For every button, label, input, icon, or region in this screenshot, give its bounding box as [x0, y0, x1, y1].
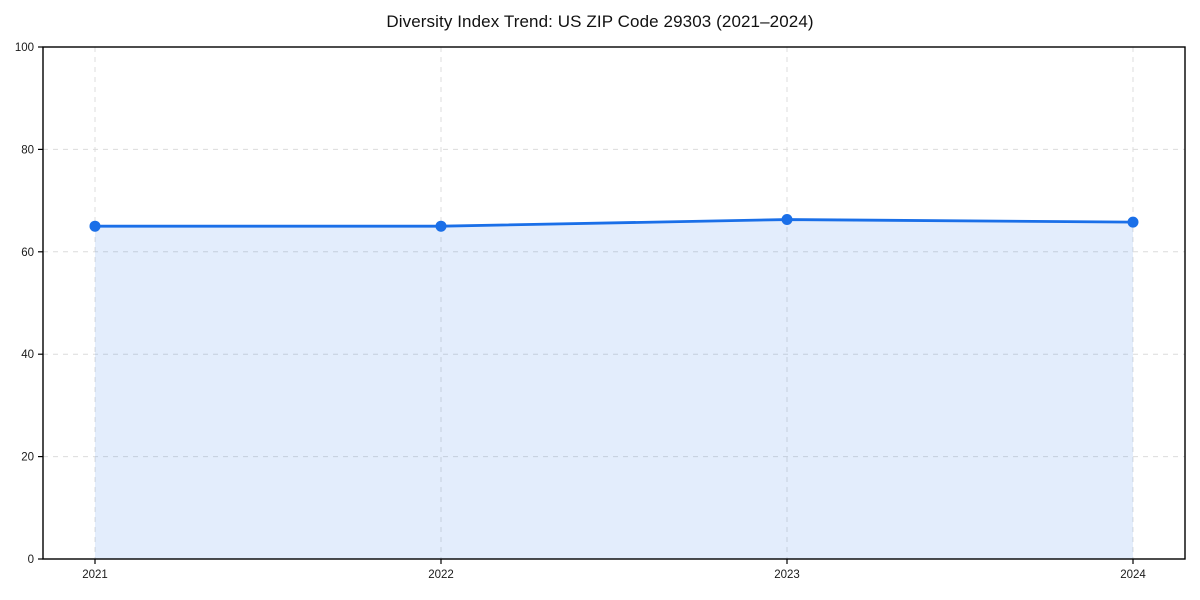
axes-spines — [42, 46, 1186, 560]
x-tick-label: 2023 — [774, 569, 800, 581]
y-tick-label: 80 — [21, 144, 34, 156]
area-fill — [95, 219, 1133, 559]
y-tick-label: 60 — [21, 247, 34, 259]
y-tick-label: 100 — [15, 42, 34, 54]
x-tick-label: 2022 — [428, 569, 454, 581]
data-point-marker — [781, 214, 793, 226]
y-tick-label: 40 — [21, 349, 34, 361]
x-tick-label: 2024 — [1120, 569, 1146, 581]
data-point-marker — [89, 220, 101, 232]
data-point-marker — [1127, 216, 1139, 228]
x-tick-label: 2021 — [82, 569, 108, 581]
chart-title: Diversity Index Trend: US ZIP Code 29303… — [386, 12, 814, 31]
y-tick-label: 0 — [28, 554, 34, 566]
y-tick-label: 20 — [21, 452, 34, 464]
data-point-marker — [435, 220, 447, 232]
trend-line — [93, 218, 1135, 228]
